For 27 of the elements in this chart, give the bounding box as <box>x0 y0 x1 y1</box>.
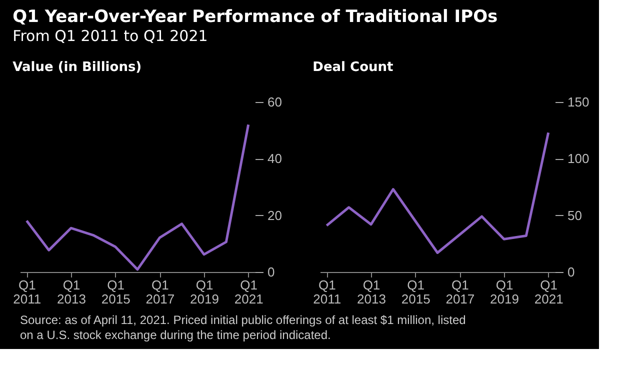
y-tick-label: 50 <box>568 208 582 223</box>
y-axis-title: Value (in Billions) <box>12 60 142 75</box>
x-tick-label: Q1 2019 <box>190 278 219 306</box>
y-tick-label: 60 <box>268 94 282 110</box>
y-tick-label: 100 <box>568 151 590 166</box>
x-tick-label: Q1 2015 <box>101 278 130 306</box>
x-tick-label: Q1 2019 <box>490 278 519 306</box>
x-tick-label: Q1 2017 <box>446 278 475 306</box>
x-tick-label: Q1 2013 <box>57 278 86 306</box>
x-tick-label: Q1 2021 <box>234 278 264 306</box>
y-tick-label: 0 <box>568 264 575 280</box>
y-axis-title: Deal Count <box>312 60 394 75</box>
x-tick-label: Q1 2011 <box>13 278 42 306</box>
x-tick-label: Q1 2015 <box>401 278 430 306</box>
line-series <box>25 123 250 271</box>
x-tick-label: Q1 2021 <box>534 278 564 306</box>
y-tick-label: 40 <box>268 151 282 166</box>
y-tick-label: 20 <box>268 208 282 223</box>
x-tick-label: Q1 2017 <box>146 278 175 306</box>
x-tick-label: Q1 2013 <box>357 278 386 306</box>
y-tick-label: 0 <box>268 264 275 280</box>
y-tick-label: 150 <box>568 94 590 110</box>
line-series <box>325 131 550 254</box>
chart-subtitle: From Q1 2011 to Q1 2021 <box>12 27 208 45</box>
chart-title: Q1 Year-Over-Year Performance of Traditional IPOs <box>12 7 498 27</box>
source-note: Source: as of April 11, 2021. Priced initial public offerings of at least $1 million, listed on a U.S. stock exchange during the time period indicated. <box>20 313 466 342</box>
x-tick-label: Q1 2011 <box>313 278 342 306</box>
